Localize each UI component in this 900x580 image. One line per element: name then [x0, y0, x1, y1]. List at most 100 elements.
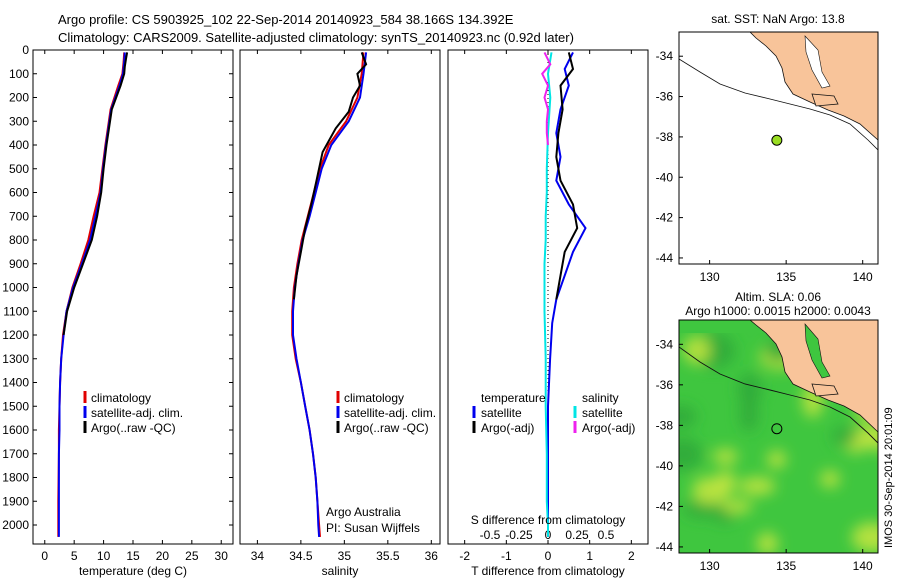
lat-tick-label: -40 — [656, 170, 674, 184]
depth-tick-label: 400 — [9, 138, 29, 152]
depth-tick-label: 1200 — [2, 328, 29, 342]
s-tick-label: -0.5 — [480, 528, 501, 542]
legend-label-t-argo: Argo(-adj) — [481, 421, 534, 435]
sst-map-float — [771, 134, 783, 146]
argo-float-marker — [771, 134, 783, 146]
x-tick-label: 10 — [97, 549, 111, 563]
mainland-coast — [749, 320, 878, 433]
x-tick-label: 34.5 — [289, 549, 313, 563]
lon-tick-label: 135 — [776, 270, 796, 284]
temperature-series — [57, 52, 129, 537]
shelf-contour — [679, 346, 878, 444]
s-tick-label: -0.25 — [505, 528, 533, 542]
legend-label-satellite: satellite-adj. clim. — [344, 406, 436, 420]
x-tick-label: 30 — [215, 549, 229, 563]
sla-field-patch — [679, 405, 697, 428]
depth-tick-label: 1700 — [2, 447, 29, 461]
lat-tick-label: -42 — [656, 499, 674, 513]
depth-tick-label: 300 — [9, 114, 29, 128]
depth-tick-label: 700 — [9, 209, 29, 223]
depth-tick-label: 100 — [9, 67, 29, 81]
sst-map-frame — [678, 31, 879, 265]
salinity-xlabel: salinity — [322, 564, 359, 578]
salinity-legend: climatology satellite-adj. clim. Argo(..… — [336, 391, 436, 435]
t-difference-x-axis: -2 -1 0 1 2 — [459, 50, 635, 563]
lon-tick-label: 140 — [853, 270, 873, 284]
argo-float-marker — [771, 423, 783, 435]
x-tick-label: -1 — [501, 549, 512, 563]
depth-tick-label: 1400 — [2, 376, 29, 390]
temperature-x-axis: 0 5 10 15 20 25 30 — [41, 50, 228, 563]
sla-field-patch — [766, 450, 787, 469]
series-line-t-argo-adj- — [555, 52, 579, 300]
depth-tick-label: 2000 — [2, 518, 29, 532]
depth-tick-label: 1800 — [2, 471, 29, 485]
x-tick-label: 35 — [338, 549, 352, 563]
series-line-s-satellite — [543, 52, 553, 537]
lat-tick-label: -38 — [656, 130, 674, 144]
lon-tick-label: 140 — [853, 559, 873, 573]
depth-tick-label: 900 — [9, 257, 29, 271]
sla-field-patch — [712, 448, 738, 465]
difference-series — [541, 51, 587, 537]
x-tick-label: 35.5 — [376, 549, 400, 563]
x-tick-label: 2 — [628, 549, 635, 563]
lat-tick-label: -42 — [656, 211, 674, 225]
depth-tick-label: 1500 — [2, 399, 29, 413]
depth-tick-label: 1000 — [2, 281, 29, 295]
kangaroo-island — [811, 93, 839, 107]
credit-institution: Argo Australia — [326, 505, 401, 519]
lat-tick-label: -44 — [656, 540, 674, 554]
x-tick-label: 15 — [126, 549, 140, 563]
kangaroo-island — [811, 383, 839, 397]
salinity-panel: 34 34.5 35 35.5 36 salinity climatology sate… — [239, 49, 441, 578]
lat-tick-label: -34 — [656, 337, 674, 351]
series-line-s-argo-adj- — [541, 51, 552, 146]
sla-field-patch — [683, 335, 711, 365]
x-tick-label: 34 — [251, 549, 265, 563]
x-tick-label: -2 — [459, 549, 470, 563]
temperature-axes — [32, 49, 234, 545]
header-line-1: Argo profile: CS 5903925_102 22-Sep-2014… — [58, 12, 514, 27]
sla-field-patch — [718, 499, 753, 514]
sla-map-float — [771, 423, 783, 435]
sla-field-patch — [738, 476, 776, 496]
legend-title-temperature: temperature — [481, 391, 546, 405]
depth-tick-label: 600 — [9, 186, 29, 200]
sla-field-patch — [851, 522, 878, 553]
sst-map-title: sat. SST: NaN Argo: 13.8 — [711, 12, 845, 26]
legend-label-s-argo: Argo(-adj) — [582, 421, 635, 435]
depth-tick-label: 1900 — [2, 494, 29, 508]
x-tick-label: 0 — [41, 549, 48, 563]
sla-field-patch — [739, 397, 759, 432]
sla-field-patch — [691, 476, 728, 505]
salinity-series — [291, 52, 368, 537]
x-tick-label: 25 — [185, 549, 199, 563]
sla-field-patch — [831, 426, 860, 446]
x-tick-label: 20 — [156, 549, 170, 563]
legend-label-argo: Argo(..raw -QC) — [91, 421, 176, 435]
sla-field-patch — [714, 510, 736, 524]
depth-tick-label: 500 — [9, 162, 29, 176]
depth-tick-label: 1300 — [2, 352, 29, 366]
legend-label-climatology: climatology — [91, 391, 151, 405]
shelf-contour — [679, 58, 878, 151]
legend-label-satellite: satellite-adj. clim. — [91, 406, 183, 420]
series-line-argo-raw-qc- — [62, 52, 129, 336]
generated-timestamp: IMOS 30-Sep-2014 20:01:09 — [883, 407, 895, 548]
depth-tick-label: 800 — [9, 233, 29, 247]
lon-tick-label: 135 — [776, 559, 796, 573]
difference-panel: -2 -1 0 1 2 -0.5 -0.25 0 0.25 0.5 S difference f… — [447, 49, 649, 578]
sla-map-axes: 130 135 140 -34 -36 -38 -40 -42 -44 — [656, 337, 873, 573]
legend-label-climatology: climatology — [344, 391, 404, 405]
legend-title-salinity: salinity — [582, 391, 619, 405]
temperature-legend: climatology satellite-adj. clim. Argo(..… — [83, 391, 183, 435]
lat-tick-label: -44 — [656, 251, 674, 265]
spencer-gulf — [804, 35, 831, 89]
depth-tick-label: 1600 — [2, 423, 29, 437]
legend-label-s-satellite: satellite — [582, 406, 623, 420]
spencer-gulf — [804, 323, 831, 379]
x-tick-label: 1 — [586, 549, 593, 563]
sst-map-panel: sat. SST: NaN Argo: 13.8 130 135 140 -34 -36… — [656, 12, 879, 284]
